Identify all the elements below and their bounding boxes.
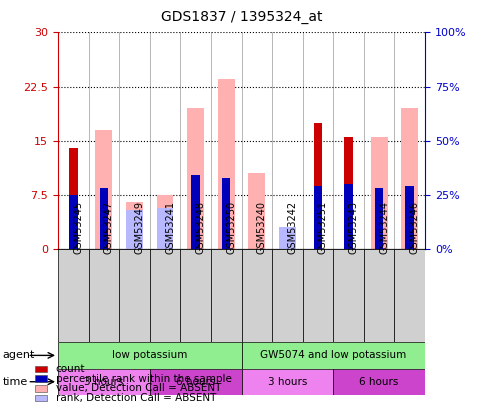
Bar (401, 108, 418, 249)
Bar (242, 249, 272, 342)
Bar (395, 249, 425, 342)
Bar (364, 249, 395, 342)
Bar (375, 188, 384, 249)
Bar (248, 173, 265, 249)
Text: GSM53246: GSM53246 (410, 201, 420, 254)
Bar (156, 195, 173, 249)
Text: 3 hours: 3 hours (268, 377, 307, 387)
Bar (150, 249, 180, 342)
Text: value, Detection Call = ABSENT: value, Detection Call = ABSENT (56, 384, 221, 393)
Text: GSM53240: GSM53240 (257, 201, 267, 254)
Bar (150, 369, 242, 395)
Bar (58, 342, 242, 369)
Bar (99, 188, 108, 249)
Text: GSM53242: GSM53242 (287, 200, 298, 254)
Text: GSM53251: GSM53251 (318, 200, 328, 254)
Bar (126, 210, 143, 249)
Text: count: count (56, 364, 85, 374)
Bar (180, 249, 211, 342)
Text: GSM53248: GSM53248 (196, 201, 206, 254)
Bar (279, 228, 296, 249)
Bar (222, 177, 230, 249)
Bar (303, 249, 333, 342)
Text: 6 hours: 6 hours (176, 377, 215, 387)
Text: 6 hours: 6 hours (359, 377, 399, 387)
Text: agent: agent (2, 350, 35, 360)
Bar (405, 186, 414, 249)
Bar (371, 137, 387, 249)
Bar (313, 186, 322, 249)
Bar (242, 342, 425, 369)
Bar (211, 249, 242, 342)
Bar (69, 148, 78, 249)
Bar (88, 249, 119, 342)
Bar (58, 249, 88, 342)
Bar (272, 249, 303, 342)
Bar (69, 195, 78, 249)
Bar (242, 369, 333, 395)
Text: GSM53247: GSM53247 (104, 200, 114, 254)
Bar (333, 249, 364, 342)
Text: GW5074 and low potassium: GW5074 and low potassium (260, 350, 406, 360)
Bar (279, 228, 296, 249)
Bar (187, 108, 204, 249)
Bar (96, 130, 112, 249)
Text: percentile rank within the sample: percentile rank within the sample (56, 374, 231, 384)
Bar (313, 123, 322, 249)
Bar (344, 137, 353, 249)
Text: GSM53244: GSM53244 (379, 201, 389, 254)
Text: GSM53245: GSM53245 (73, 200, 83, 254)
Bar (218, 79, 235, 249)
Bar (344, 184, 353, 249)
Text: GDS1837 / 1395324_at: GDS1837 / 1395324_at (161, 10, 322, 24)
Bar (156, 208, 173, 249)
Text: rank, Detection Call = ABSENT: rank, Detection Call = ABSENT (56, 393, 216, 403)
Text: 3 hours: 3 hours (84, 377, 124, 387)
Bar (119, 249, 150, 342)
Text: time: time (2, 377, 28, 387)
Text: low potassium: low potassium (112, 350, 187, 360)
Bar (126, 202, 143, 249)
Bar (333, 369, 425, 395)
Text: GSM53249: GSM53249 (134, 201, 144, 254)
Bar (58, 369, 150, 395)
Text: GSM53241: GSM53241 (165, 201, 175, 254)
Bar (191, 175, 200, 249)
Text: GSM53250: GSM53250 (226, 200, 236, 254)
Text: GSM53243: GSM53243 (349, 201, 358, 254)
